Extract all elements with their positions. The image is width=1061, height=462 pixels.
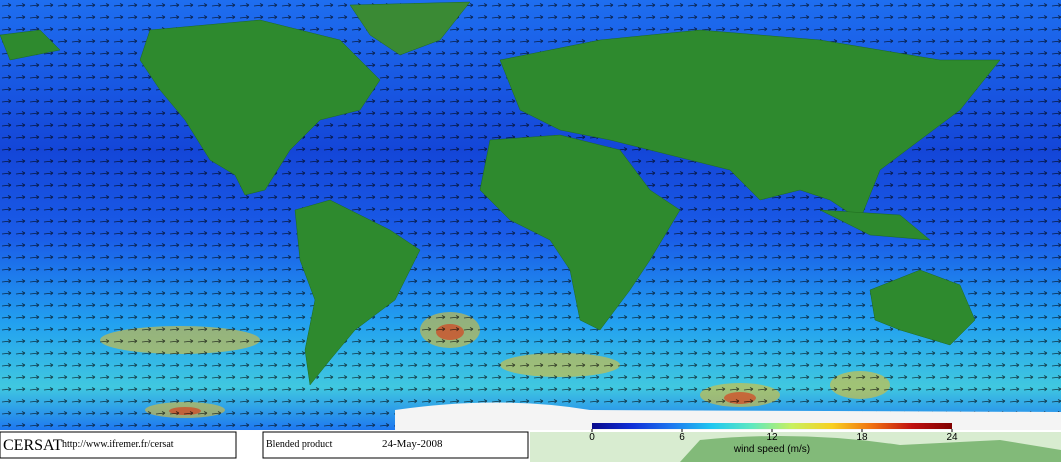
continents bbox=[0, 1, 1001, 386]
logo-box bbox=[0, 431, 237, 459]
product-box bbox=[262, 431, 529, 459]
date: 24-May-2008 bbox=[382, 438, 443, 450]
colorbar-tick-label: 12 bbox=[766, 432, 778, 443]
product-name: Blended product bbox=[266, 439, 333, 450]
url: http://www.ifremer.fr/cersat bbox=[62, 439, 174, 450]
colorbar-label: wind speed (m/s) bbox=[733, 444, 810, 455]
logo: CERSAT bbox=[3, 437, 63, 454]
colorbar-tick-label: 6 bbox=[679, 432, 685, 443]
colorbar-tick-label: 24 bbox=[946, 432, 958, 443]
colorbar-tick-label: 0 bbox=[589, 432, 595, 443]
colorbar-tick-label: 18 bbox=[856, 432, 868, 443]
colorbar bbox=[592, 423, 952, 429]
